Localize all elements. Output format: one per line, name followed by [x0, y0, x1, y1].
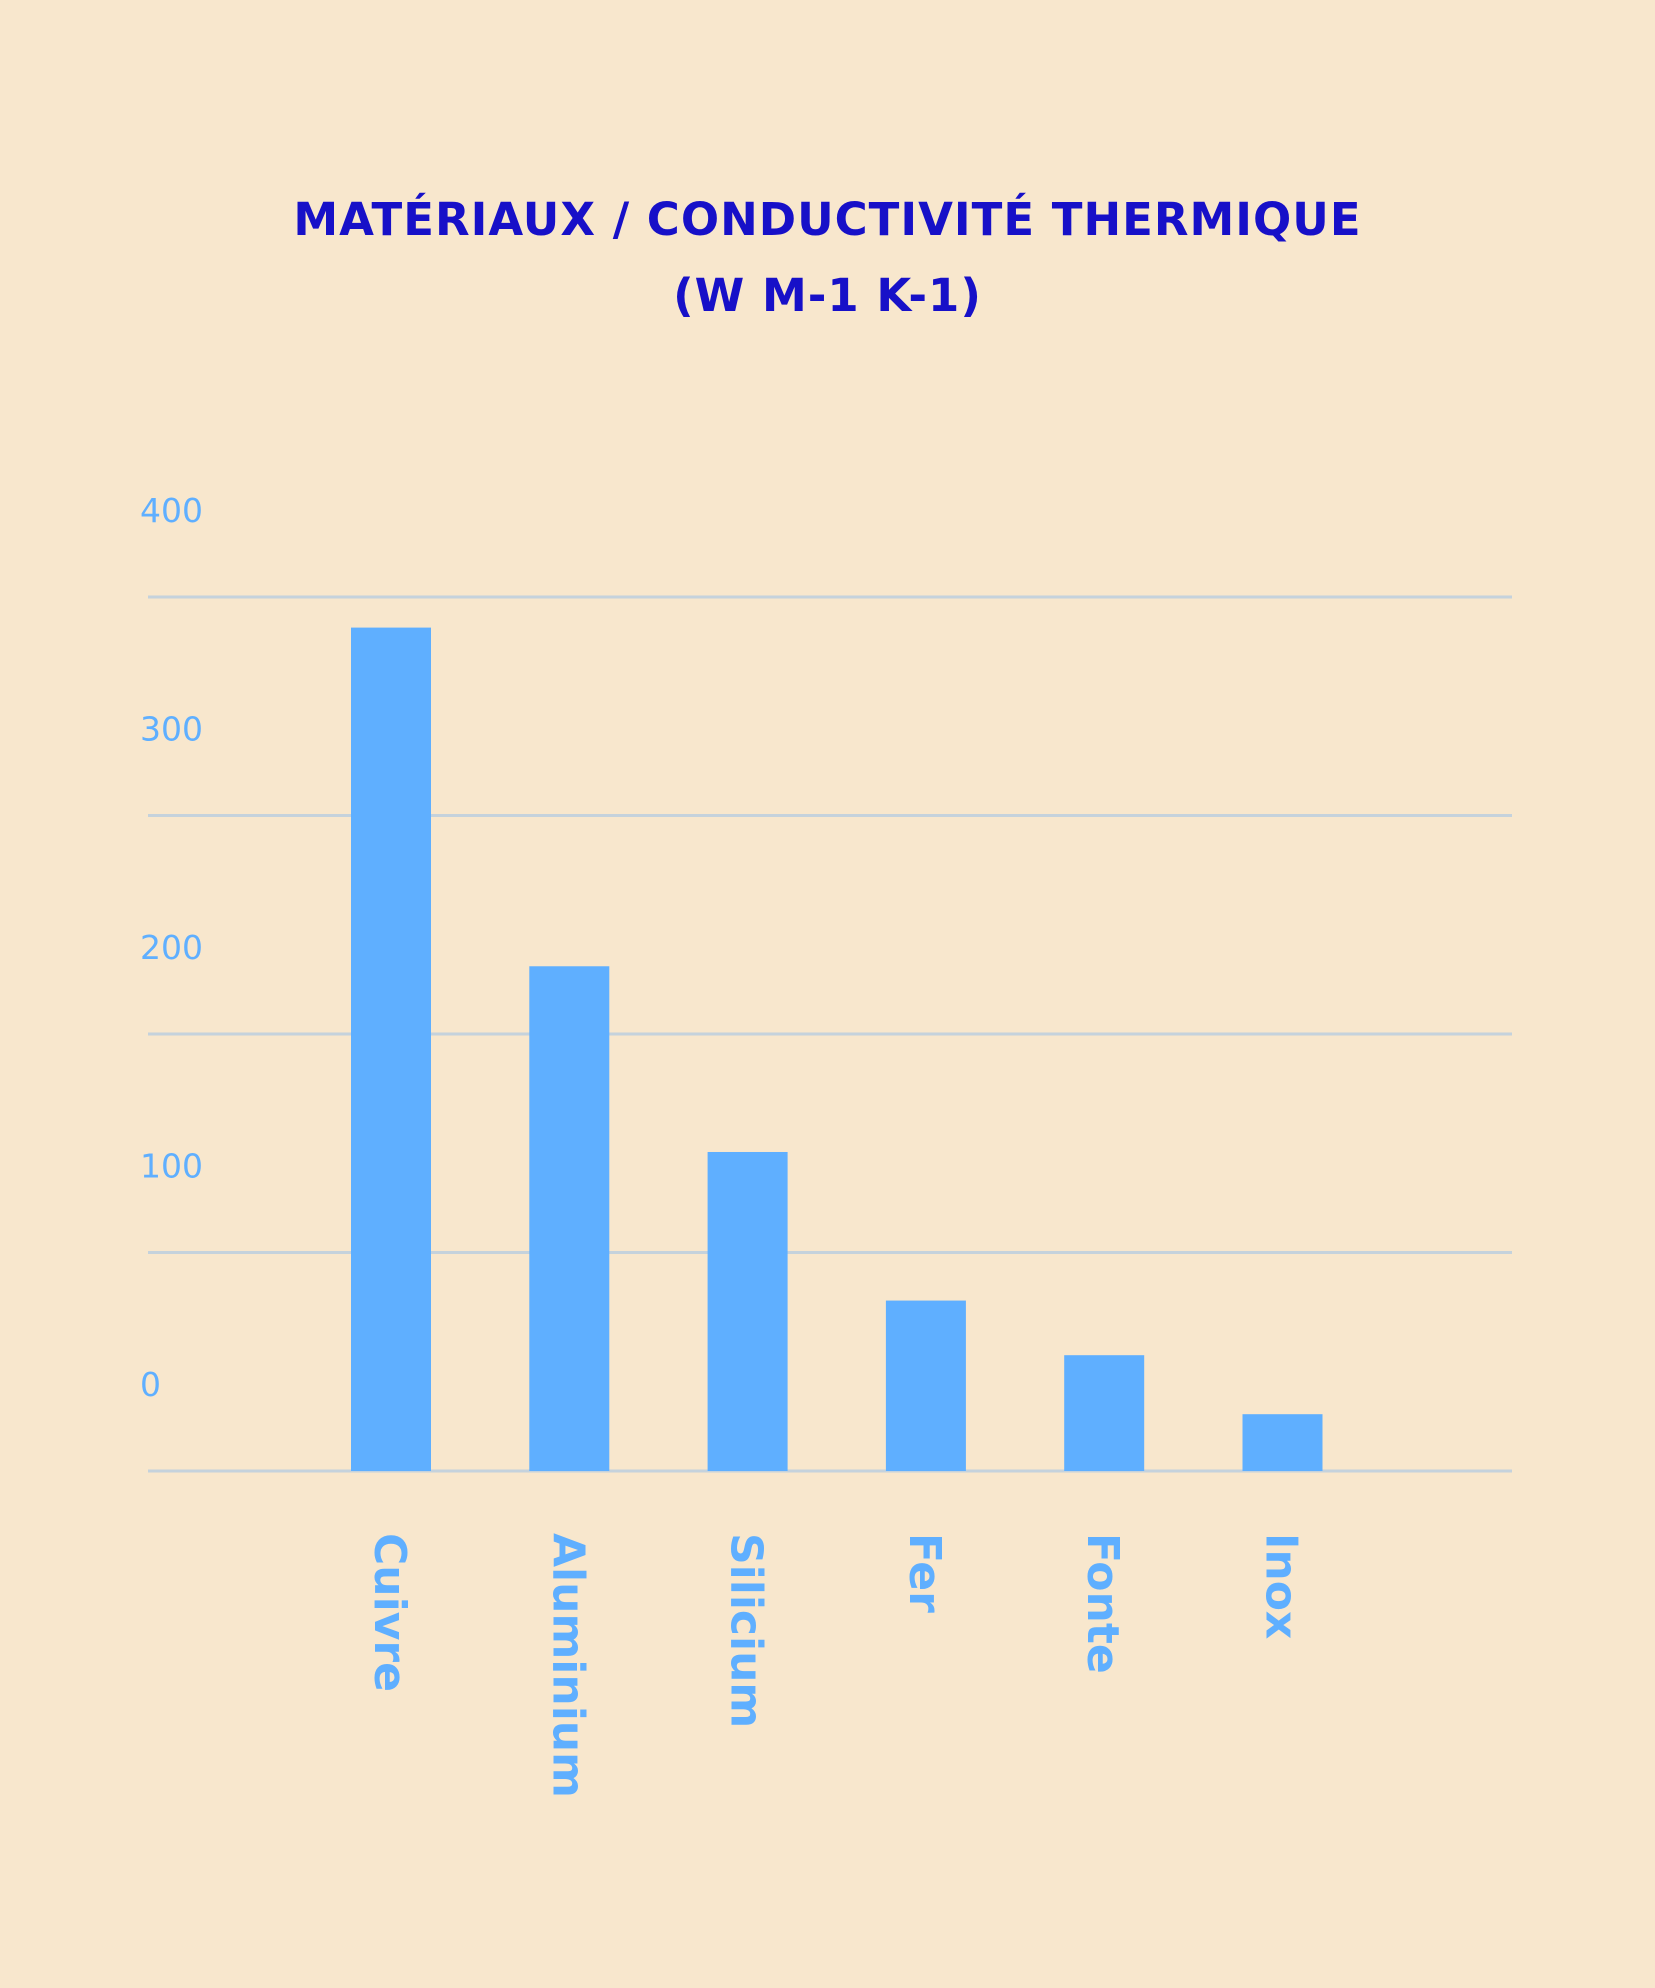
- y-tick-label: 300: [140, 710, 203, 749]
- y-tick-label: 200: [140, 928, 203, 967]
- bars: [351, 627, 1323, 1471]
- category-label-aluminium: Aluminium: [542, 1533, 593, 1798]
- bar-fonte: [1064, 1355, 1145, 1471]
- chart-title: MATÉRIAUX / CONDUCTIVITÉ THERMIQUE: [293, 193, 1362, 246]
- y-tick-label: 100: [140, 1147, 203, 1186]
- category-label-fer: Fer: [899, 1533, 950, 1613]
- bar-aluminium: [529, 966, 610, 1471]
- bar-silicium: [707, 1151, 788, 1471]
- category-label-inox: Inox: [1256, 1533, 1307, 1639]
- x-axis-categories: Cuivre Aluminium Silicium Fer Fonte Inox: [364, 1533, 1307, 1798]
- bar-cuivre: [351, 627, 431, 1471]
- category-label-fonte: Fonte: [1077, 1533, 1128, 1674]
- category-label-cuivre: Cuivre: [364, 1533, 415, 1692]
- bar-inox: [1242, 1414, 1323, 1471]
- y-tick-label: 400: [140, 491, 203, 530]
- y-tick-label: 0: [140, 1365, 161, 1404]
- y-axis-ticks: 0 100 200 300 400: [140, 491, 203, 1404]
- bar-fer: [885, 1300, 966, 1471]
- chart-subtitle: (W M-1 K-1): [673, 269, 982, 322]
- category-label-silicium: Silicium: [721, 1533, 772, 1728]
